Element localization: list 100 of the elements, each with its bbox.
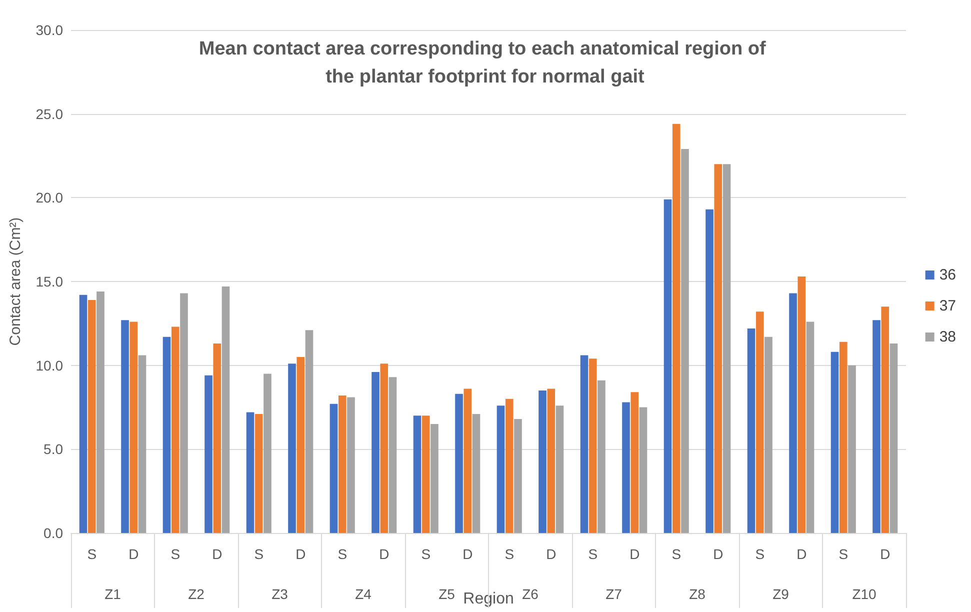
text: Z7: [606, 586, 622, 602]
y-tick-label: 20.0: [36, 190, 64, 206]
y-axis-title: Contact area (Cm²): [7, 217, 24, 346]
text: Mean contact area corresponding to each anatomical region of the plantar footprint for normal gait: [198, 38, 772, 88]
bar: [162, 336, 171, 533]
bar: [222, 286, 230, 533]
x-tick-label: S: [338, 546, 348, 562]
bar: [380, 364, 388, 533]
bar: [556, 406, 564, 533]
x-tick-label: S: [421, 546, 431, 562]
legend-label: 38: [939, 328, 956, 346]
text: Z3: [272, 586, 288, 602]
y-tick-label: 15.0: [36, 274, 64, 290]
bar: [246, 412, 254, 533]
text: Z9: [772, 586, 790, 602]
text: Z8: [689, 586, 706, 602]
y-tick-label: 30.0: [36, 22, 64, 38]
bar: [514, 418, 522, 533]
bar: [747, 328, 756, 533]
x-tick-label: D: [462, 546, 473, 562]
x-tick-label: S: [755, 546, 765, 562]
bar: [464, 388, 472, 533]
text: Z2: [188, 586, 205, 602]
x-tick-label: D: [546, 546, 556, 562]
bar: [121, 320, 129, 533]
text: Z4: [355, 586, 372, 602]
bar: [330, 404, 338, 533]
x-tick-label: S: [504, 546, 514, 562]
x-tick-label: D: [796, 546, 807, 562]
y-tick-label: 10.0: [36, 357, 64, 374]
bar: [890, 344, 898, 533]
bar: [455, 394, 463, 533]
x-tick-label: S: [838, 546, 848, 562]
bar: [672, 124, 680, 533]
text: Z5: [438, 586, 456, 602]
bar: [422, 416, 430, 533]
bar: [722, 164, 731, 533]
y-tick-label: 5.0: [44, 441, 64, 458]
bar: [372, 372, 380, 533]
bar: [806, 322, 814, 533]
bar: [88, 300, 96, 533]
x-tick-label: S: [170, 546, 180, 562]
y-tick-label: 0.0: [44, 525, 64, 541]
bar: [213, 344, 222, 533]
bar: [79, 294, 88, 533]
x-tick-label: D: [880, 546, 890, 562]
bar: [305, 330, 314, 533]
text: Z1: [104, 586, 122, 602]
text: Z6: [522, 586, 539, 602]
bar: [580, 355, 588, 533]
bar: [848, 365, 856, 533]
bar: [881, 306, 890, 533]
bar: [496, 406, 505, 533]
bar: [622, 402, 630, 533]
y-tick-label: 25.0: [36, 106, 64, 122]
bar: [288, 364, 296, 533]
bar: [764, 336, 772, 533]
bar: [639, 407, 648, 533]
bar: [505, 398, 514, 533]
x-tick-label: S: [87, 546, 97, 562]
bar: [872, 320, 880, 533]
text: Z10: [852, 586, 877, 602]
bar: [598, 380, 606, 533]
bar: [430, 424, 438, 533]
bar: [681, 149, 689, 533]
x-tick-label: D: [212, 546, 222, 562]
bar: [664, 199, 672, 533]
bar: [798, 276, 806, 533]
bar: [472, 414, 480, 533]
bar: [588, 358, 597, 533]
bar: [830, 352, 839, 533]
bar: [264, 374, 272, 533]
bar: [547, 388, 556, 533]
bar: [538, 390, 546, 533]
x-tick-label: D: [296, 546, 306, 562]
x-tick-label: D: [128, 546, 139, 562]
bar: [254, 414, 263, 533]
bar: [347, 397, 355, 533]
bar: [839, 342, 848, 533]
bar: [714, 164, 722, 533]
bar: [171, 326, 180, 533]
x-tick-label: S: [254, 546, 264, 562]
bar: [413, 416, 422, 533]
bar: [138, 355, 146, 533]
x-axis-title: Region: [463, 590, 514, 608]
legend-label: 36: [939, 266, 956, 284]
bar: [789, 293, 797, 533]
legend-label: 37: [939, 298, 956, 314]
bar: [204, 375, 212, 533]
x-tick-label: D: [630, 546, 640, 562]
x-tick-label: D: [713, 546, 724, 562]
bar: [388, 377, 397, 533]
bar: [296, 356, 305, 533]
bar: [130, 322, 138, 533]
bar: [630, 392, 639, 533]
x-tick-label: S: [588, 546, 598, 562]
bar: [96, 292, 104, 533]
bar: [180, 293, 188, 533]
x-tick-label: S: [672, 546, 682, 562]
bar: [706, 209, 714, 533]
